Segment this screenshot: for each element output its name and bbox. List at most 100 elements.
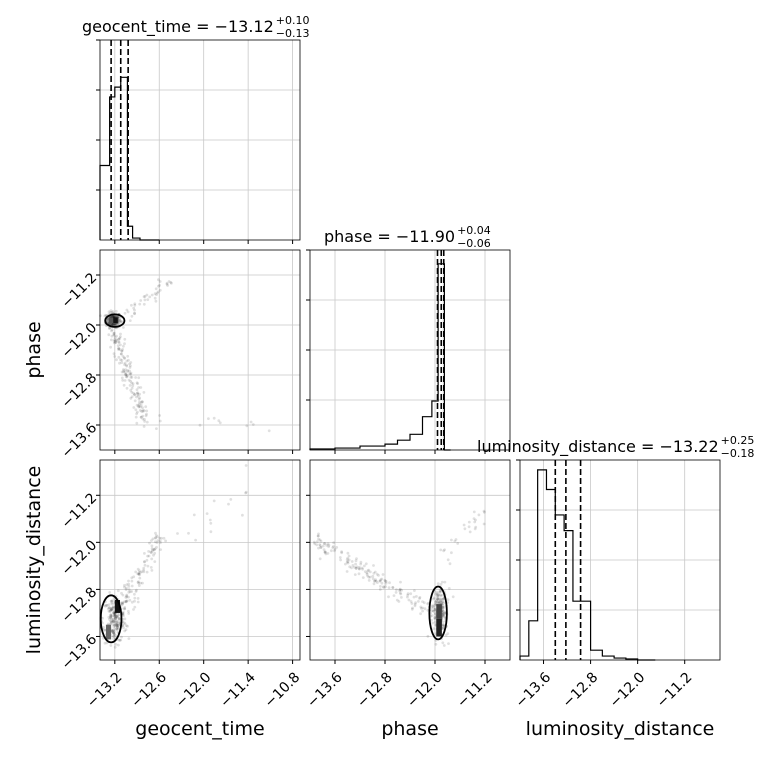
scatter-point xyxy=(133,393,137,396)
scatter-point xyxy=(115,622,118,626)
scatter-point xyxy=(108,327,111,330)
scatter-point xyxy=(433,608,437,612)
scatter-point xyxy=(164,539,168,543)
scatter-point xyxy=(443,548,446,552)
scatter-point xyxy=(483,510,486,514)
scatter-point xyxy=(443,611,446,615)
scatter-point xyxy=(121,601,125,605)
scatter-point xyxy=(442,597,445,601)
x-tick-label: −13.6 xyxy=(513,669,555,711)
scatter-point xyxy=(114,322,118,326)
scatter-point xyxy=(409,600,413,603)
scatter-point xyxy=(147,554,151,558)
scatter-point xyxy=(448,562,452,566)
scatter-point xyxy=(141,414,145,418)
x-tick-label: −12.8 xyxy=(560,669,602,711)
scatter-point xyxy=(110,630,114,633)
scatter-point xyxy=(418,597,421,600)
scatter-point xyxy=(435,601,439,605)
title-upper-error: +0.04 xyxy=(457,224,491,237)
scatter-point xyxy=(332,541,336,545)
scatter-point xyxy=(438,600,441,604)
scatter-point xyxy=(102,626,105,629)
scatter-point xyxy=(354,559,358,563)
scatter-point xyxy=(132,391,136,395)
scatter-point xyxy=(134,376,138,379)
scatter-point xyxy=(113,620,117,624)
scatter-point xyxy=(441,623,445,626)
scatter-point xyxy=(110,323,114,327)
scatter-point xyxy=(441,602,445,606)
scatter-point xyxy=(122,326,125,329)
scatter-point xyxy=(117,617,121,621)
scatter-point xyxy=(316,534,320,538)
scatter-point xyxy=(373,579,376,583)
scatter-point xyxy=(138,571,142,574)
scatter-point xyxy=(361,576,365,579)
scatter-point xyxy=(422,601,426,605)
scatter-point xyxy=(114,617,117,620)
scatter-point xyxy=(153,540,157,544)
scatter-point xyxy=(158,288,162,292)
scatter-point xyxy=(117,617,121,620)
scatter-point xyxy=(130,375,134,379)
scatter-point xyxy=(367,568,371,572)
scatter-point xyxy=(407,598,411,602)
scatter-point xyxy=(367,579,371,582)
scatter-point xyxy=(111,602,114,606)
scatter-point xyxy=(156,290,160,294)
scatter-point xyxy=(155,427,158,430)
scatter-point xyxy=(125,363,128,367)
scatter-point xyxy=(141,408,145,412)
scatter-point xyxy=(135,412,139,416)
scatter-point xyxy=(120,370,124,374)
scatter-point xyxy=(114,617,117,621)
scatter-point xyxy=(140,400,144,403)
scatter-point xyxy=(436,593,439,597)
scatter-point xyxy=(111,608,115,612)
scatter-point xyxy=(323,542,327,545)
scatter-point xyxy=(148,541,151,545)
scatter-point xyxy=(106,622,110,626)
scatter-point xyxy=(430,606,433,610)
scatter-point xyxy=(127,612,131,615)
scatter-point xyxy=(347,554,351,558)
scatter-point xyxy=(112,315,116,318)
scatter-point xyxy=(106,607,110,611)
scatter-point xyxy=(431,604,435,608)
scatter-point xyxy=(431,609,435,613)
scatter-point xyxy=(251,423,255,426)
scatter-point xyxy=(118,336,122,340)
scatter-point xyxy=(111,599,114,603)
scatter-point xyxy=(124,373,128,377)
scatter-point xyxy=(130,390,134,394)
scatter-point xyxy=(117,348,120,351)
scatter-point xyxy=(138,400,141,404)
scatter-point xyxy=(330,549,333,553)
scatter-point xyxy=(158,280,162,283)
scatter-point xyxy=(119,320,123,324)
scatter-point xyxy=(110,328,114,332)
scatter-point xyxy=(125,374,129,377)
scatter-point xyxy=(109,620,113,624)
scatter-point xyxy=(114,619,118,622)
scatter-point xyxy=(112,614,116,618)
scatter-point xyxy=(123,584,126,587)
scatter-point xyxy=(117,616,121,620)
scatter-point xyxy=(112,634,116,638)
scatter-point xyxy=(111,623,115,627)
scatter-point xyxy=(150,549,154,553)
scatter-point xyxy=(418,596,422,599)
scatter-point xyxy=(150,547,154,550)
scatter-point xyxy=(441,600,445,604)
scatter-point xyxy=(112,623,116,627)
scatter-point xyxy=(107,606,111,609)
scatter-point xyxy=(110,323,114,327)
scatter-point xyxy=(363,564,366,568)
scatter-point xyxy=(441,627,445,630)
scatter-point xyxy=(340,551,344,555)
scatter-point xyxy=(205,512,209,515)
scatter-point xyxy=(433,617,437,621)
scatter-point xyxy=(137,376,141,380)
scatter-point xyxy=(112,611,116,615)
